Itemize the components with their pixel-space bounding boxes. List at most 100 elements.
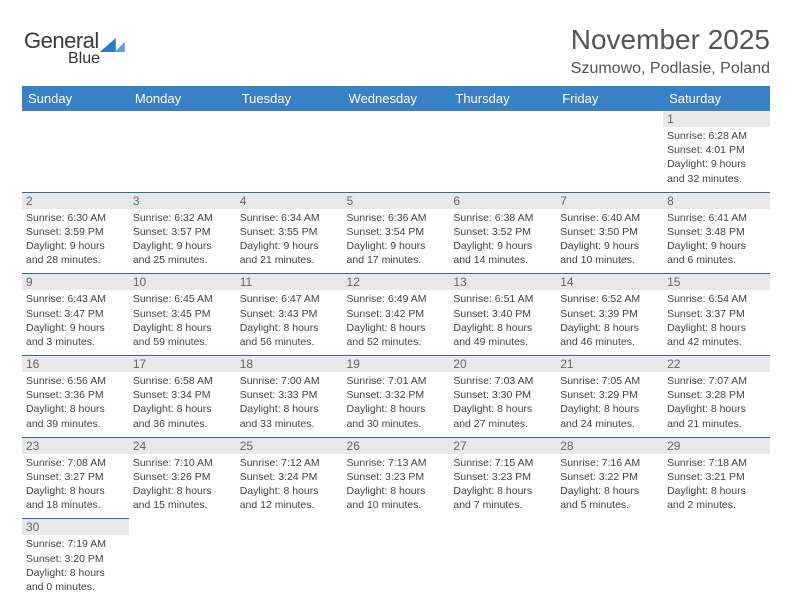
calendar-cell xyxy=(556,111,663,192)
calendar-location: Szumowo, Podlasie, Poland xyxy=(22,60,770,78)
daylight-text: Daylight: 9 hours and 28 minutes. xyxy=(26,239,125,267)
calendar-cell: 12Sunrise: 6:49 AMSunset: 3:42 PMDayligh… xyxy=(343,274,450,356)
sunrise-text: Sunrise: 7:07 AM xyxy=(667,374,766,388)
daylight-text: Daylight: 8 hours and 46 minutes. xyxy=(560,321,659,349)
day-number: 8 xyxy=(663,193,770,209)
day-info: Sunrise: 6:51 AMSunset: 3:40 PMDaylight:… xyxy=(453,292,552,349)
day-info: Sunrise: 6:56 AMSunset: 3:36 PMDaylight:… xyxy=(26,374,125,431)
calendar-cell: 22Sunrise: 7:07 AMSunset: 3:28 PMDayligh… xyxy=(663,356,770,438)
day-number: 25 xyxy=(236,438,343,454)
calendar-cell: 15 Sunrise: 6:54 AMSunset: 3:37 PMDayligh… xyxy=(663,274,770,356)
calendar-cell xyxy=(343,111,450,192)
sunrise-text: Sunrise: 6:32 AM xyxy=(133,211,232,225)
daylight-text: Daylight: 9 hours and 17 minutes. xyxy=(347,239,446,267)
sunrise-text: Sunrise: 7:13 AM xyxy=(347,456,446,470)
day-number: 15 xyxy=(663,274,770,290)
sunrise-text: Sunrise: 7:10 AM xyxy=(133,456,232,470)
calendar-cell xyxy=(449,519,556,600)
day-header: Thursday xyxy=(449,86,556,111)
calendar-cell: 20Sunrise: 7:03 AMSunset: 3:30 PMDayligh… xyxy=(449,356,556,438)
sunrise-text: Sunrise: 6:41 AM xyxy=(667,211,766,225)
sunrise-text: Sunrise: 7:19 AM xyxy=(26,537,125,551)
brand-triangle-icon xyxy=(100,38,116,52)
day-info: Sunrise: 7:13 AMSunset: 3:23 PMDaylight:… xyxy=(347,456,446,513)
sunrise-text: Sunrise: 6:34 AM xyxy=(240,211,339,225)
sunrise-text: Sunrise: 6:45 AM xyxy=(133,292,232,306)
calendar-title: November 2025 xyxy=(22,24,770,56)
sunrise-text: Sunrise: 6:43 AM xyxy=(26,292,125,306)
sunrise-text: Sunrise: 6:38 AM xyxy=(453,211,552,225)
day-info: Sunrise: 7:12 AMSunset: 3:24 PMDaylight:… xyxy=(240,456,339,513)
calendar-cell: 6Sunrise: 6:38 AMSunset: 3:52 PMDaylight… xyxy=(449,192,556,274)
sunrise-text: Sunrise: 6:30 AM xyxy=(26,211,125,225)
sunset-text: Sunset: 3:23 PM xyxy=(347,470,446,484)
day-header: Friday xyxy=(556,86,663,111)
sunset-text: Sunset: 3:39 PM xyxy=(560,307,659,321)
day-number: 26 xyxy=(343,438,450,454)
brand-triangle2-icon xyxy=(115,42,125,52)
sunset-text: Sunset: 3:28 PM xyxy=(667,388,766,402)
calendar-cell: 13Sunrise: 6:51 AMSunset: 3:40 PMDayligh… xyxy=(449,274,556,356)
daylight-text: Daylight: 8 hours and 39 minutes. xyxy=(26,402,125,430)
day-number: 3 xyxy=(129,193,236,209)
day-info: Sunrise: 6:47 AMSunset: 3:43 PMDaylight:… xyxy=(240,292,339,349)
day-info: Sunrise: 6:54 AMSunset: 3:37 PMDaylight:… xyxy=(667,292,766,349)
calendar-cell: 7 Sunrise: 6:40 AMSunset: 3:50 PMDaylight… xyxy=(556,192,663,274)
header-right: November 2025 Szumowo, Podlasie, Poland xyxy=(22,20,770,78)
sunset-text: Sunset: 3:45 PM xyxy=(133,307,232,321)
daylight-text: Daylight: 9 hours and 14 minutes. xyxy=(453,239,552,267)
calendar-table: Sunday Monday Tuesday Wednesday Thursday… xyxy=(22,86,770,600)
day-info: Sunrise: 6:36 AMSunset: 3:54 PMDaylight:… xyxy=(347,211,446,268)
daylight-text: Daylight: 9 hours and 3 minutes. xyxy=(26,321,125,349)
sunset-text: Sunset: 3:47 PM xyxy=(26,307,125,321)
day-info: Sunrise: 7:08 AMSunset: 3:27 PMDaylight:… xyxy=(26,456,125,513)
daylight-text: Daylight: 8 hours and 42 minutes. xyxy=(667,321,766,349)
day-info: Sunrise: 7:03 AMSunset: 3:30 PMDaylight:… xyxy=(453,374,552,431)
sunset-text: Sunset: 3:40 PM xyxy=(453,307,552,321)
day-header: Monday xyxy=(129,86,236,111)
calendar-cell: 21Sunrise: 7:05 AMSunset: 3:29 PMDayligh… xyxy=(556,356,663,438)
day-info: Sunrise: 7:15 AMSunset: 3:23 PMDaylight:… xyxy=(453,456,552,513)
calendar-cell xyxy=(663,519,770,600)
day-number: 17 xyxy=(129,356,236,372)
daylight-text: Daylight: 8 hours and 15 minutes. xyxy=(133,484,232,512)
calendar-cell: 18Sunrise: 7:00 AMSunset: 3:33 PMDayligh… xyxy=(236,356,343,438)
calendar-cell: 9Sunrise: 6:43 AMSunset: 3:47 PMDaylight… xyxy=(22,274,129,356)
sunrise-text: Sunrise: 6:56 AM xyxy=(26,374,125,388)
daylight-text: Daylight: 9 hours and 10 minutes. xyxy=(560,239,659,267)
sunrise-text: Sunrise: 7:15 AM xyxy=(453,456,552,470)
calendar-cell: 1Sunrise: 6:28 AMSunset: 4:01 PMDaylight… xyxy=(663,111,770,192)
sunrise-text: Sunrise: 7:18 AM xyxy=(667,456,766,470)
calendar-cell: 14Sunrise: 6:52 AMSunset: 3:39 PMDayligh… xyxy=(556,274,663,356)
calendar-body: 1Sunrise: 6:28 AMSunset: 4:01 PMDaylight… xyxy=(22,111,770,600)
sunset-text: Sunset: 3:42 PM xyxy=(347,307,446,321)
day-info: Sunrise: 7:00 AMSunset: 3:33 PMDaylight:… xyxy=(240,374,339,431)
day-number: 7 xyxy=(556,193,663,209)
day-info: Sunrise: 7:07 AMSunset: 3:28 PMDaylight:… xyxy=(667,374,766,431)
sunrise-text: Sunrise: 7:12 AM xyxy=(240,456,339,470)
daylight-text: Daylight: 9 hours and 6 minutes. xyxy=(667,239,766,267)
day-info: Sunrise: 6:30 AMSunset: 3:59 PMDaylight:… xyxy=(26,211,125,268)
calendar-cell: 5Sunrise: 6:36 AMSunset: 3:54 PMDaylight… xyxy=(343,192,450,274)
day-info: Sunrise: 7:01 AMSunset: 3:32 PMDaylight:… xyxy=(347,374,446,431)
day-header: Wednesday xyxy=(343,86,450,111)
day-number: 4 xyxy=(236,193,343,209)
calendar-cell: 30Sunrise: 7:19 AMSunset: 3:20 PMDayligh… xyxy=(22,519,129,600)
brand-word2: Blue xyxy=(68,50,100,67)
sunset-text: Sunset: 3:55 PM xyxy=(240,225,339,239)
calendar-cell: 24Sunrise: 7:10 AMSunset: 3:26 PMDayligh… xyxy=(129,437,236,519)
day-number: 11 xyxy=(236,274,343,290)
sunset-text: Sunset: 4:01 PM xyxy=(667,143,766,157)
calendar-cell: 29Sunrise: 7:18 AMSunset: 3:21 PMDayligh… xyxy=(663,437,770,519)
day-info: Sunrise: 6:40 AMSunset: 3:50 PMDaylight:… xyxy=(560,211,659,268)
calendar-cell xyxy=(449,111,556,192)
daylight-text: Daylight: 9 hours and 25 minutes. xyxy=(133,239,232,267)
day-info: Sunrise: 7:18 AMSunset: 3:21 PMDaylight:… xyxy=(667,456,766,513)
calendar-week-row: 2Sunrise: 6:30 AMSunset: 3:59 PMDaylight… xyxy=(22,192,770,274)
sunrise-text: Sunrise: 7:00 AM xyxy=(240,374,339,388)
sunrise-text: Sunrise: 6:40 AM xyxy=(560,211,659,225)
sunrise-text: Sunrise: 7:08 AM xyxy=(26,456,125,470)
calendar-week-row: 1Sunrise: 6:28 AMSunset: 4:01 PMDaylight… xyxy=(22,111,770,192)
day-number: 10 xyxy=(129,274,236,290)
calendar-cell: 28Sunrise: 7:16 AMSunset: 3:22 PMDayligh… xyxy=(556,437,663,519)
